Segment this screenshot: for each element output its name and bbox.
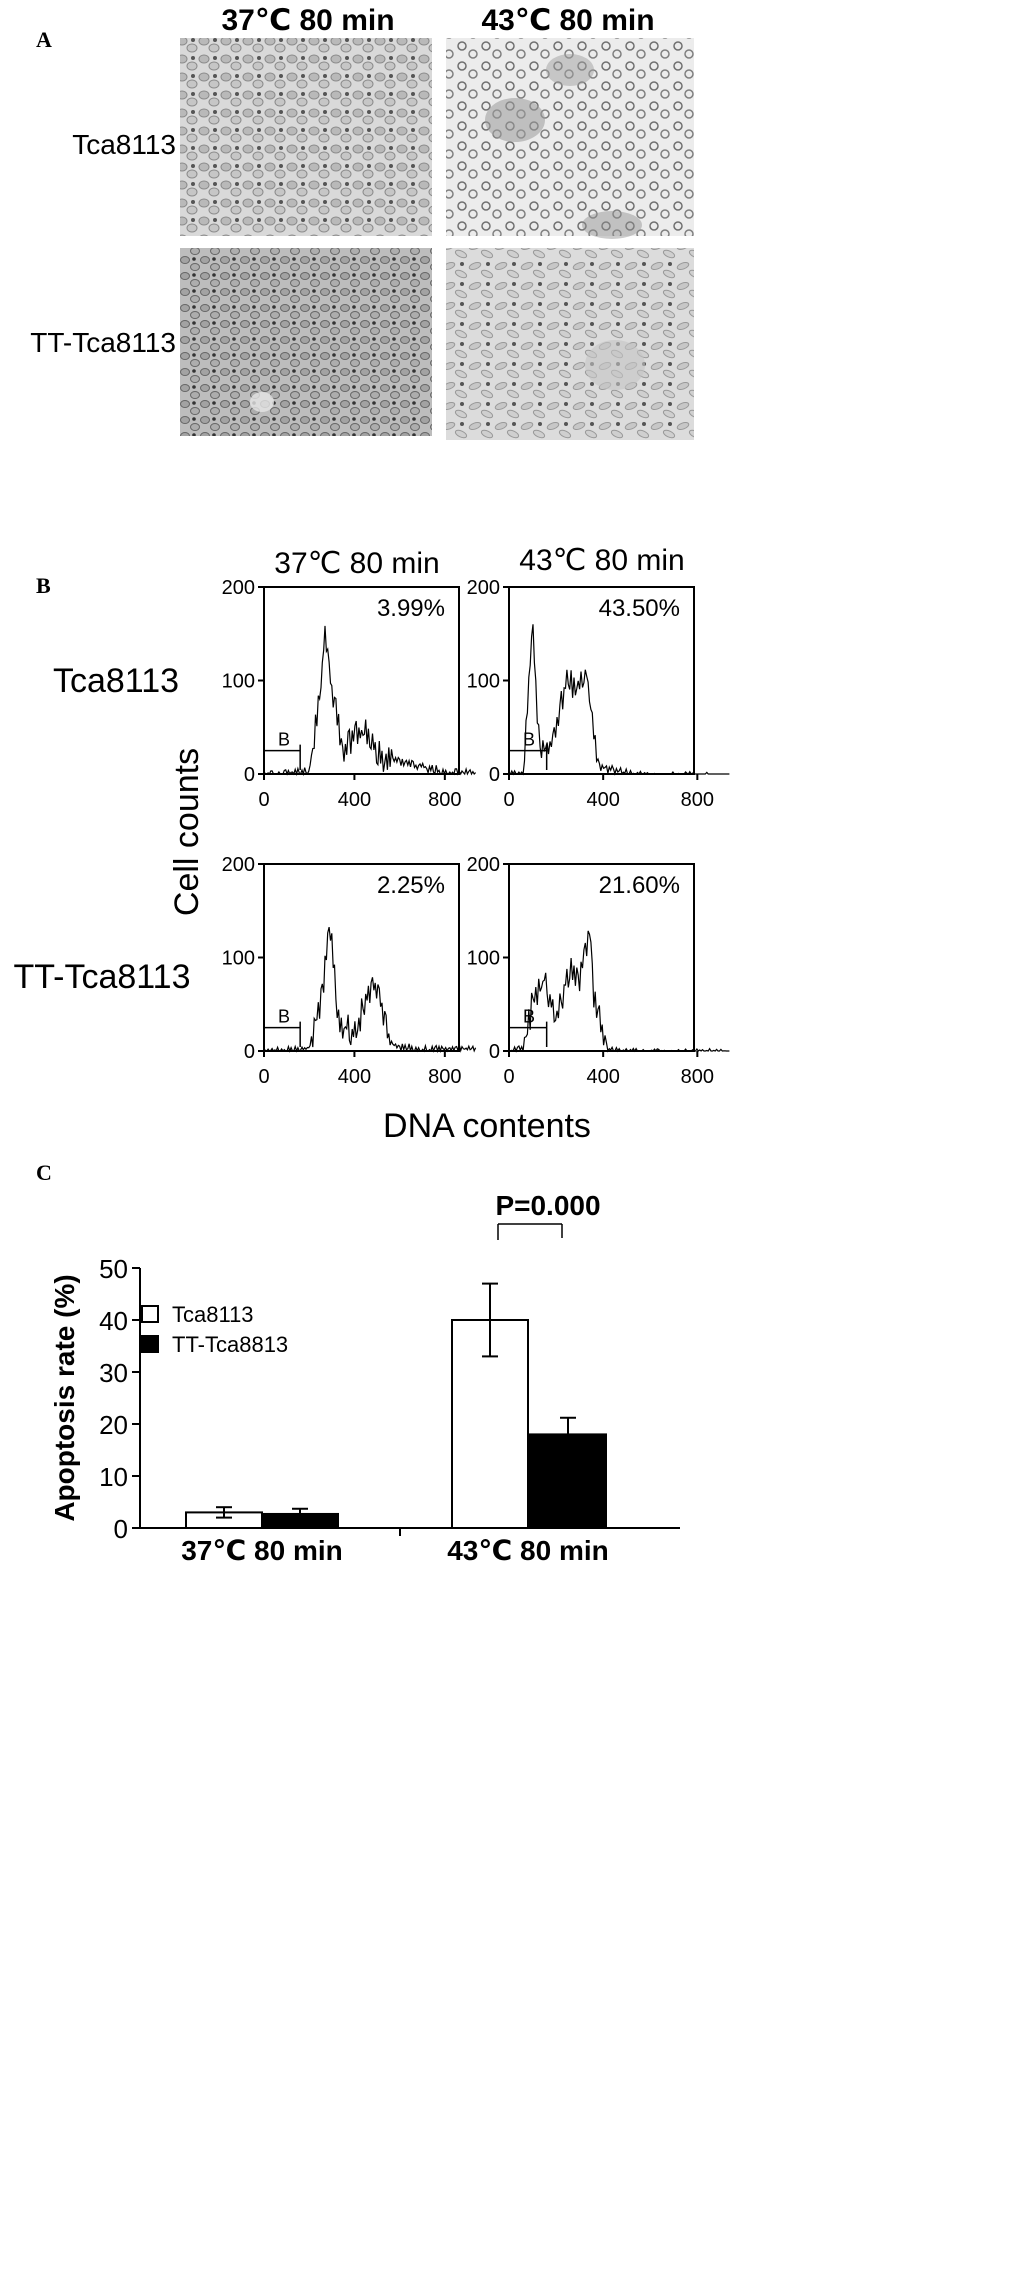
panel-a-row-label-tt-tca8113: TT-Tca8113 <box>30 327 176 358</box>
histogram-curve <box>509 930 730 1053</box>
y-tick-label: 100 <box>222 671 255 693</box>
x-tick-label: 800 <box>428 1066 461 1088</box>
panel-b-col-header-37: 37℃ 80 min <box>274 547 439 580</box>
histogram-curve <box>263 926 477 1054</box>
histogram-0: 0 100 200 0 400 800 B 3.99% <box>222 577 477 811</box>
x-tick-label: 400 <box>338 1066 371 1088</box>
x-tick-label: 400 <box>338 789 371 811</box>
micrograph-tt-tca8113-37c <box>180 248 432 436</box>
x-tick-label: 0 <box>503 1066 514 1088</box>
x-tick-label: 400 <box>586 789 619 811</box>
x-tick-label: 400 <box>586 1066 619 1088</box>
panel-a-row-label-tca8113: Tca8113 <box>72 129 176 160</box>
panel-b-letter: B <box>36 573 51 598</box>
error-bar <box>292 1507 308 1521</box>
x-category-label: 37℃ 80 min <box>181 1535 343 1566</box>
percentage-annotation: 3.99% <box>377 595 445 622</box>
panel-b-row-label-tt-tca8113: TT-Tca8113 <box>13 958 190 996</box>
y-tick-label: 10 <box>99 1462 128 1492</box>
y-tick-label: 0 <box>114 1514 128 1544</box>
legend-swatch <box>141 1335 159 1353</box>
legend-label: TT-Tca8813 <box>172 1332 288 1357</box>
significance-bracket <box>497 1223 563 1240</box>
gate-label: B <box>278 730 290 750</box>
percentage-annotation: 2.25% <box>377 872 445 899</box>
x-tick-label: 800 <box>681 789 714 811</box>
micrograph-tt-tca8113-43c <box>446 248 694 440</box>
percentage-annotation: 43.50% <box>599 595 680 622</box>
panel-a-letter: A <box>36 27 52 52</box>
y-axis-label: Apoptosis rate (%) <box>49 1274 80 1521</box>
x-tick-label: 0 <box>258 1066 269 1088</box>
error-bar <box>560 1416 576 1453</box>
panel-b-y-axis-label: Cell counts <box>168 748 206 916</box>
y-tick-label: 0 <box>489 1041 500 1063</box>
y-tick-label: 50 <box>99 1254 128 1284</box>
micrograph-tca8113-37c <box>180 38 432 236</box>
histogram-2: 0 100 200 0 400 800 B 2.25% <box>222 854 477 1088</box>
y-tick-label: 30 <box>99 1358 128 1388</box>
y-tick-label: 0 <box>489 764 500 786</box>
y-tick-label: 20 <box>99 1410 128 1440</box>
significance-label: P=0.000 <box>495 1190 600 1221</box>
y-tick-label: 100 <box>467 948 500 970</box>
y-tick-label: 0 <box>244 1041 255 1063</box>
y-tick-label: 200 <box>222 854 255 876</box>
x-category-label: 43℃ 80 min <box>447 1535 609 1566</box>
y-tick-label: 100 <box>222 948 255 970</box>
gate-label: B <box>278 1007 290 1027</box>
legend: Tca8113 TT-Tca8813 <box>141 1302 288 1357</box>
y-tick-label: 200 <box>467 577 500 599</box>
x-tick-label: 800 <box>681 1066 714 1088</box>
error-bar <box>216 1506 232 1519</box>
panel-b-x-axis-label: DNA contents <box>383 1107 591 1145</box>
panel-a-col-header-37: 37℃ 80 min <box>221 4 394 37</box>
panel-a-col-header-43: 43℃ 80 min <box>481 4 654 37</box>
histogram-curve <box>509 624 730 776</box>
micrograph-tca8113-43c <box>446 38 694 239</box>
apoptosis-bar-chart: Apoptosis rate (%) 0 10 20 30 40 50 37℃ 80 min 4… <box>49 1190 680 1566</box>
x-tick-label: 0 <box>258 789 269 811</box>
error-bar <box>482 1282 498 1358</box>
y-tick-label: 40 <box>99 1306 128 1336</box>
panel-c-letter: C <box>36 1160 52 1185</box>
legend-label: Tca8113 <box>172 1302 254 1327</box>
x-tick-label: 0 <box>503 789 514 811</box>
y-tick-label: 0 <box>244 764 255 786</box>
y-tick-label: 200 <box>467 854 500 876</box>
histogram-grid: 0 100 200 0 400 800 B 3.99% 0 100 200 0 400 800 B 43.50… <box>222 577 730 1088</box>
percentage-annotation: 21.60% <box>599 872 680 899</box>
panel-b-row-label-tca8113: Tca8113 <box>53 662 179 700</box>
panel-b-col-header-43: 43℃ 80 min <box>519 544 684 577</box>
y-tick-label: 100 <box>467 671 500 693</box>
y-tick-label: 200 <box>222 577 255 599</box>
legend-swatch <box>141 1305 159 1323</box>
x-tick-label: 800 <box>428 789 461 811</box>
histogram-curve <box>263 625 477 777</box>
